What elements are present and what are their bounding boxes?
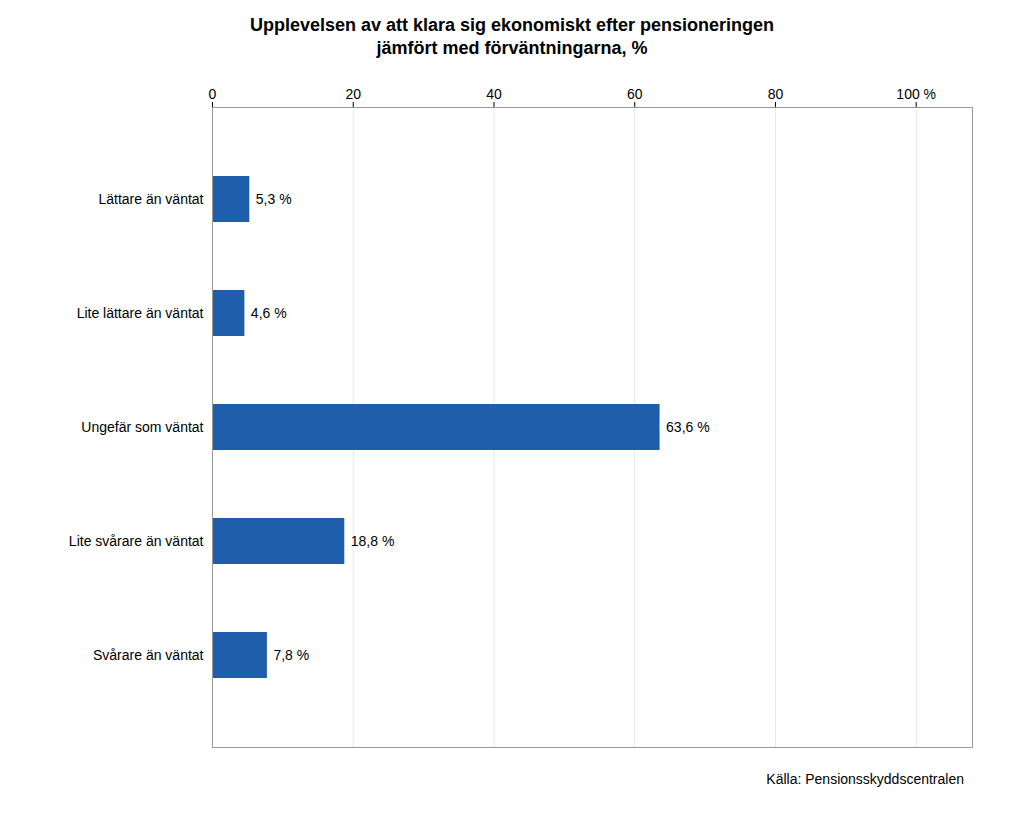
svg-text:5,3 %: 5,3 % bbox=[256, 191, 292, 207]
svg-text:40: 40 bbox=[486, 85, 502, 101]
svg-text:7,8 %: 7,8 % bbox=[273, 647, 309, 663]
svg-text:63,6 %: 63,6 % bbox=[666, 419, 710, 435]
svg-text:100 %: 100 % bbox=[896, 85, 936, 101]
svg-text:4,6 %: 4,6 % bbox=[251, 305, 287, 321]
svg-text:Lite lättare än väntat: Lite lättare än väntat bbox=[77, 305, 204, 321]
svg-text:18,8 %: 18,8 % bbox=[351, 533, 395, 549]
svg-text:Ungefär som väntat: Ungefär som väntat bbox=[81, 419, 203, 435]
svg-text:60: 60 bbox=[627, 85, 643, 101]
svg-text:Svårare än väntat: Svårare än väntat bbox=[93, 647, 204, 663]
html-text:Upplevelsen av att klara sig e: Upplevelsen av att klara sig ekonomiskt … bbox=[249, 15, 775, 59]
svg-text:80: 80 bbox=[768, 85, 784, 101]
svg-text:Lättare än väntat: Lättare än väntat bbox=[98, 191, 203, 207]
svg-text:0: 0 bbox=[209, 85, 217, 101]
svg-text:20: 20 bbox=[345, 85, 361, 101]
html-text:Källa: Pensionsskyddscentralen: Källa: Pensionsskyddscentralen bbox=[766, 770, 964, 787]
svg-text:Lite svårare än väntat: Lite svårare än väntat bbox=[69, 533, 204, 549]
